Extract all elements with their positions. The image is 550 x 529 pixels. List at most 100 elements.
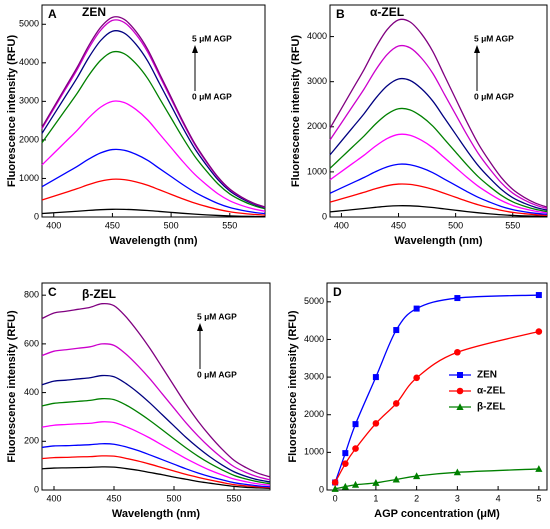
- arrow-head: [197, 323, 203, 331]
- y-tick-label: 4000: [304, 334, 324, 344]
- y-tick-label: 5000: [19, 19, 39, 29]
- data-point: [392, 475, 400, 483]
- data-point: [535, 465, 543, 472]
- legend-marker: [456, 387, 464, 395]
- y-tick-label: 600: [24, 338, 39, 348]
- series-line: [41, 455, 271, 489]
- series-line: [41, 208, 266, 218]
- data-point: [393, 327, 400, 334]
- series-line: [329, 133, 548, 214]
- x-tick-label: 450: [105, 220, 120, 230]
- x-tick-label: 400: [46, 493, 61, 503]
- arrow-head: [474, 45, 480, 53]
- annotation: 5 μM AGP: [474, 33, 514, 43]
- data-point: [341, 482, 349, 490]
- panel-letter: D: [333, 285, 342, 299]
- y-tick-label: 1000: [304, 447, 324, 457]
- x-axis-label: Wavelength (nm): [112, 508, 201, 520]
- y-axis-label: Fluorescence intensity (RFU): [6, 310, 18, 463]
- data-point: [352, 421, 359, 428]
- series-line: [41, 421, 271, 486]
- series-line: [41, 100, 266, 212]
- plot-frame: [329, 4, 548, 218]
- x-tick-label: 500: [448, 220, 463, 230]
- x-axis-label: Wavelength (nm): [109, 235, 198, 247]
- series-line: [41, 50, 266, 210]
- x-tick-label: 5: [536, 493, 541, 503]
- series-line: [41, 374, 271, 483]
- y-axis-label: Fluorescence intensity (RFU): [290, 35, 302, 188]
- x-tick-label: 0: [333, 493, 338, 503]
- x-tick-label: 1: [373, 493, 378, 503]
- y-tick-label: 800: [24, 290, 39, 300]
- x-tick-label: 3: [455, 493, 460, 503]
- data-point: [413, 305, 420, 312]
- series-line: [41, 16, 266, 208]
- series-line: [41, 397, 271, 485]
- data-point: [454, 348, 461, 356]
- x-tick-label: 500: [164, 220, 179, 230]
- y-tick-label: 3000: [304, 371, 324, 381]
- y-tick-label: 1000: [19, 173, 39, 183]
- y-tick-label: 5000: [304, 296, 324, 306]
- series-line: [329, 163, 548, 215]
- series-line: [329, 77, 548, 211]
- y-tick-label: 200: [24, 436, 39, 446]
- legend-marker: [456, 403, 464, 410]
- y-axis-label: Fluorescence intensity (RFU): [287, 310, 299, 463]
- y-tick-label: 400: [24, 387, 39, 397]
- y-tick-label: 0: [34, 211, 39, 221]
- data-point: [413, 472, 421, 480]
- legend-label: α-ZEL: [477, 386, 505, 397]
- arrow-head: [192, 45, 198, 53]
- x-tick-label: 450: [106, 493, 121, 503]
- plot-frame: [41, 282, 271, 491]
- x-tick-label: 2: [414, 493, 419, 503]
- data-point: [453, 468, 461, 476]
- annotation: 5 μM AGP: [192, 33, 232, 43]
- data-point: [535, 292, 542, 299]
- data-point: [351, 480, 360, 488]
- chart-title: α-ZEL: [370, 5, 404, 19]
- annotation: 5 μM AGP: [197, 311, 237, 321]
- legend-marker: [457, 372, 463, 378]
- plot-frame: [326, 282, 548, 491]
- y-tick-label: 2000: [19, 134, 39, 144]
- y-tick-label: 0: [34, 484, 39, 494]
- series-line: [335, 468, 539, 490]
- x-tick-label: 550: [505, 220, 520, 230]
- data-point: [392, 400, 400, 407]
- x-tick-label: 500: [166, 493, 181, 503]
- x-tick-label: 550: [226, 493, 241, 503]
- legend-label: β-ZEL: [477, 402, 505, 413]
- series-line: [329, 205, 548, 218]
- data-point: [342, 460, 349, 467]
- data-point: [342, 450, 349, 457]
- y-axis-label: Fluorescence intensity (RFU): [6, 35, 18, 188]
- panel-letter: C: [48, 285, 57, 299]
- series-line: [329, 18, 548, 208]
- series-line: [41, 443, 271, 488]
- annotation: 0 μM AGP: [197, 369, 237, 379]
- y-tick-label: 1000: [307, 166, 327, 176]
- y-tick-label: 4000: [307, 31, 327, 41]
- series-line: [41, 148, 266, 215]
- y-tick-label: 0: [322, 211, 327, 221]
- data-point: [372, 479, 380, 486]
- data-point: [372, 420, 380, 427]
- legend-label: ZEN: [477, 370, 497, 381]
- x-tick-label: 400: [334, 220, 349, 230]
- data-point: [331, 479, 339, 486]
- y-tick-label: 4000: [19, 57, 39, 67]
- data-point: [352, 445, 359, 452]
- series-line: [41, 302, 271, 478]
- y-tick-label: 2000: [304, 409, 324, 419]
- series-line: [41, 466, 271, 489]
- y-tick-label: 3000: [307, 76, 327, 86]
- x-tick-label: 550: [222, 220, 237, 230]
- data-point: [535, 328, 543, 335]
- panel-letter: A: [48, 7, 57, 21]
- chart-title: β-ZEL: [82, 287, 116, 301]
- data-point: [372, 374, 379, 381]
